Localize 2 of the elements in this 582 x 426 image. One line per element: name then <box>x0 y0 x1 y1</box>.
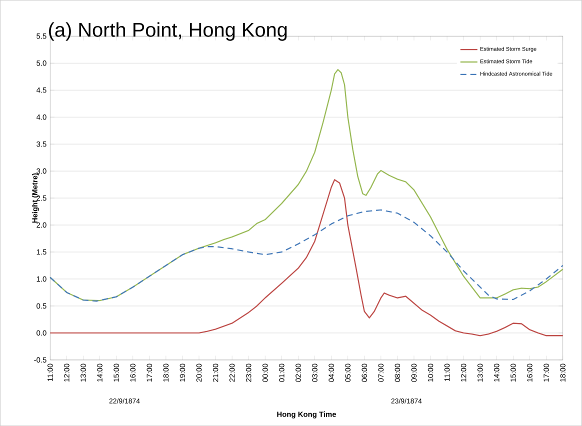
chart-title: (a) North Point, Hong Kong <box>49 22 287 41</box>
line-series <box>50 209 564 302</box>
